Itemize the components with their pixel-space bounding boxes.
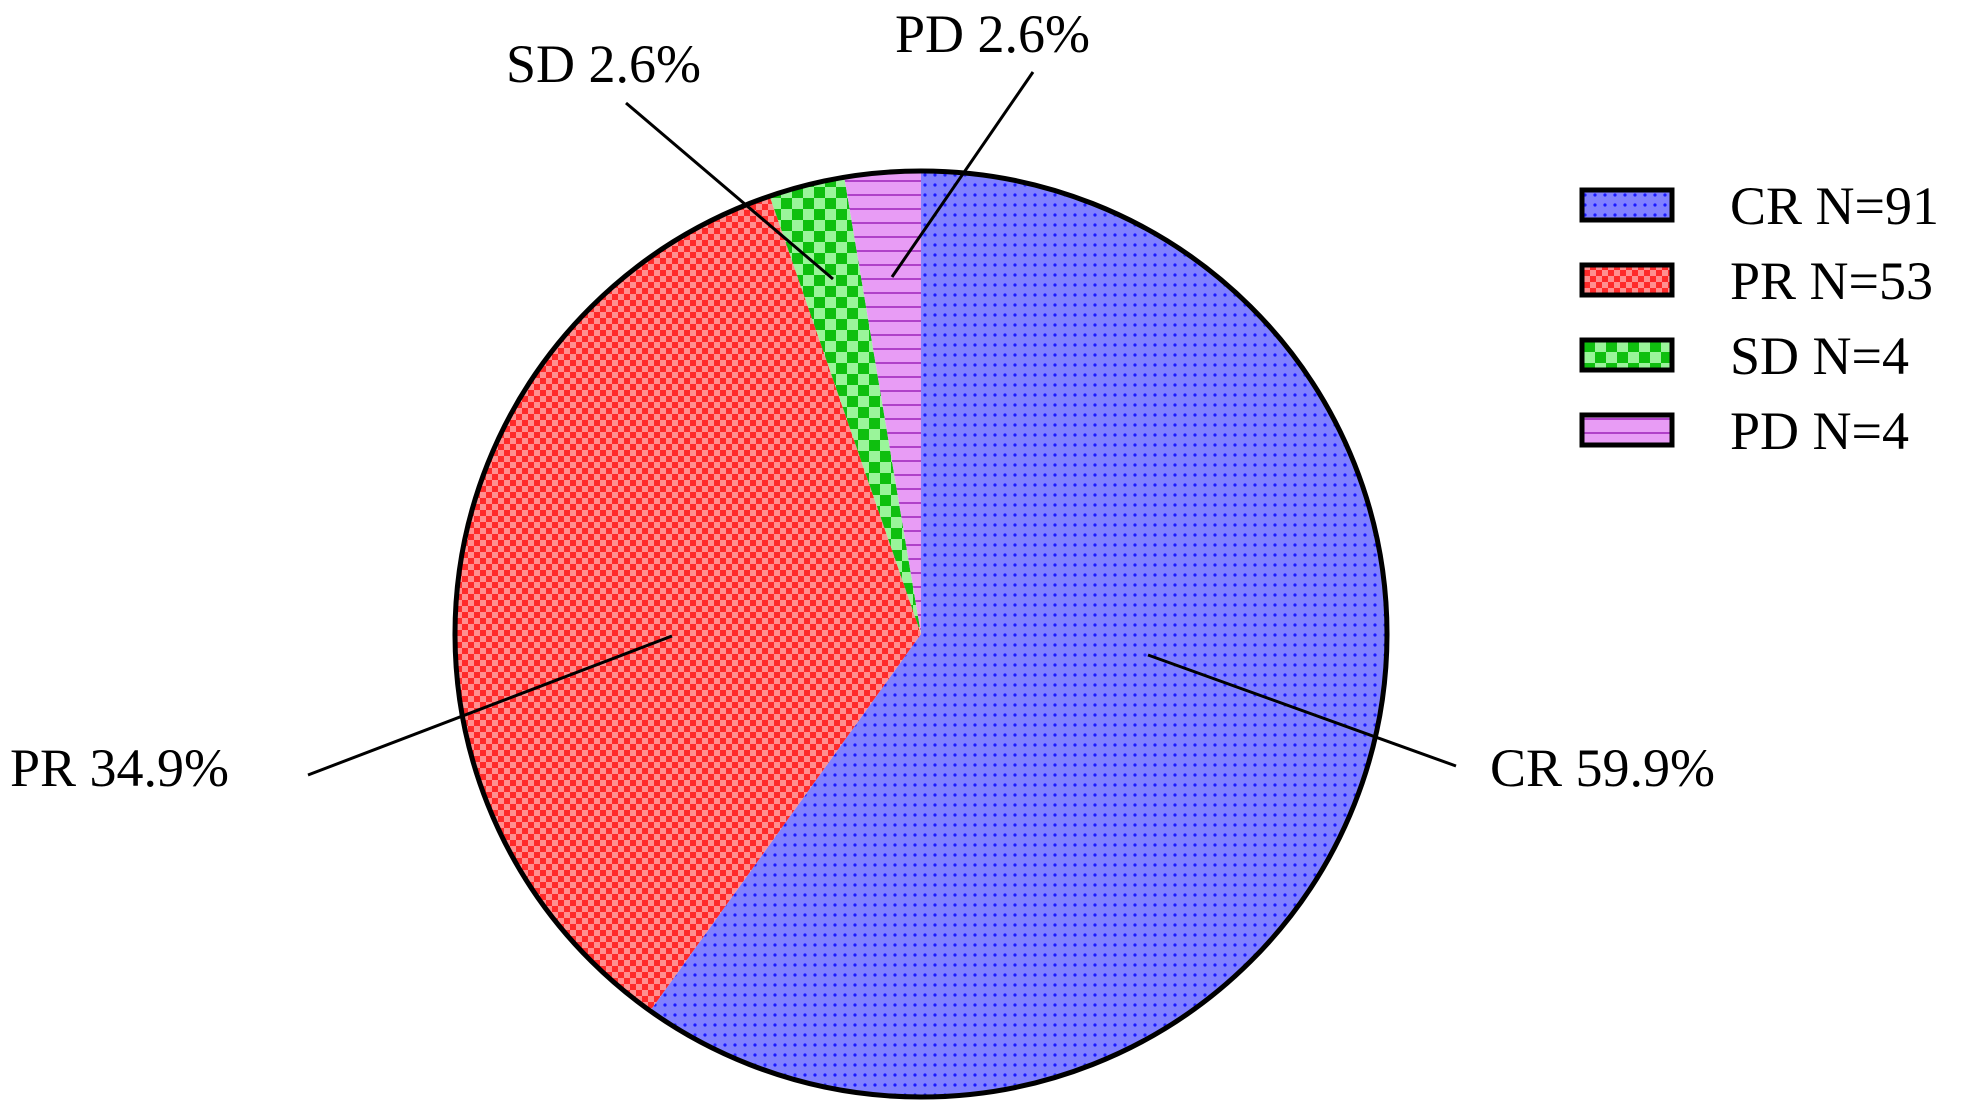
leader-line-pr bbox=[307, 634, 673, 777]
leader-line-cr bbox=[1147, 653, 1457, 768]
pie-slices bbox=[452, 168, 1390, 1100]
legend-label-sd: SD N=4 bbox=[1730, 326, 1909, 386]
slice-labels: CR 59.9% PR 34.9% SD 2.6% PD 2.6% bbox=[10, 4, 1715, 798]
pie-slice-pd bbox=[844, 171, 921, 634]
slice-label-pd: PD 2.6% bbox=[895, 4, 1090, 64]
legend-label-cr: CR N=91 bbox=[1730, 176, 1939, 236]
pie-slice-cr bbox=[650, 171, 1387, 1097]
legend: CR N=91 PR N=53 SD N=4 PD N=4 bbox=[1579, 176, 1939, 461]
pie-slice-pr bbox=[454, 196, 921, 1011]
slice-label-sd: SD 2.6% bbox=[506, 34, 701, 94]
leader-line-pd bbox=[890, 71, 1035, 278]
legend-swatch-cr bbox=[1579, 187, 1675, 223]
pie-outline bbox=[452, 168, 1390, 1100]
leader-line-sd bbox=[625, 101, 834, 281]
leader-lines bbox=[307, 71, 1457, 777]
legend-swatch-pd bbox=[1579, 412, 1675, 448]
legend-label-pr: PR N=53 bbox=[1730, 251, 1933, 311]
slice-label-cr: CR 59.9% bbox=[1490, 738, 1715, 798]
slice-label-pr: PR 34.9% bbox=[10, 738, 229, 798]
legend-label-pd: PD N=4 bbox=[1730, 401, 1909, 461]
pie-slice-sd bbox=[769, 177, 921, 635]
legend-swatch-pr bbox=[1579, 262, 1675, 298]
legend-swatch-sd bbox=[1579, 337, 1675, 373]
